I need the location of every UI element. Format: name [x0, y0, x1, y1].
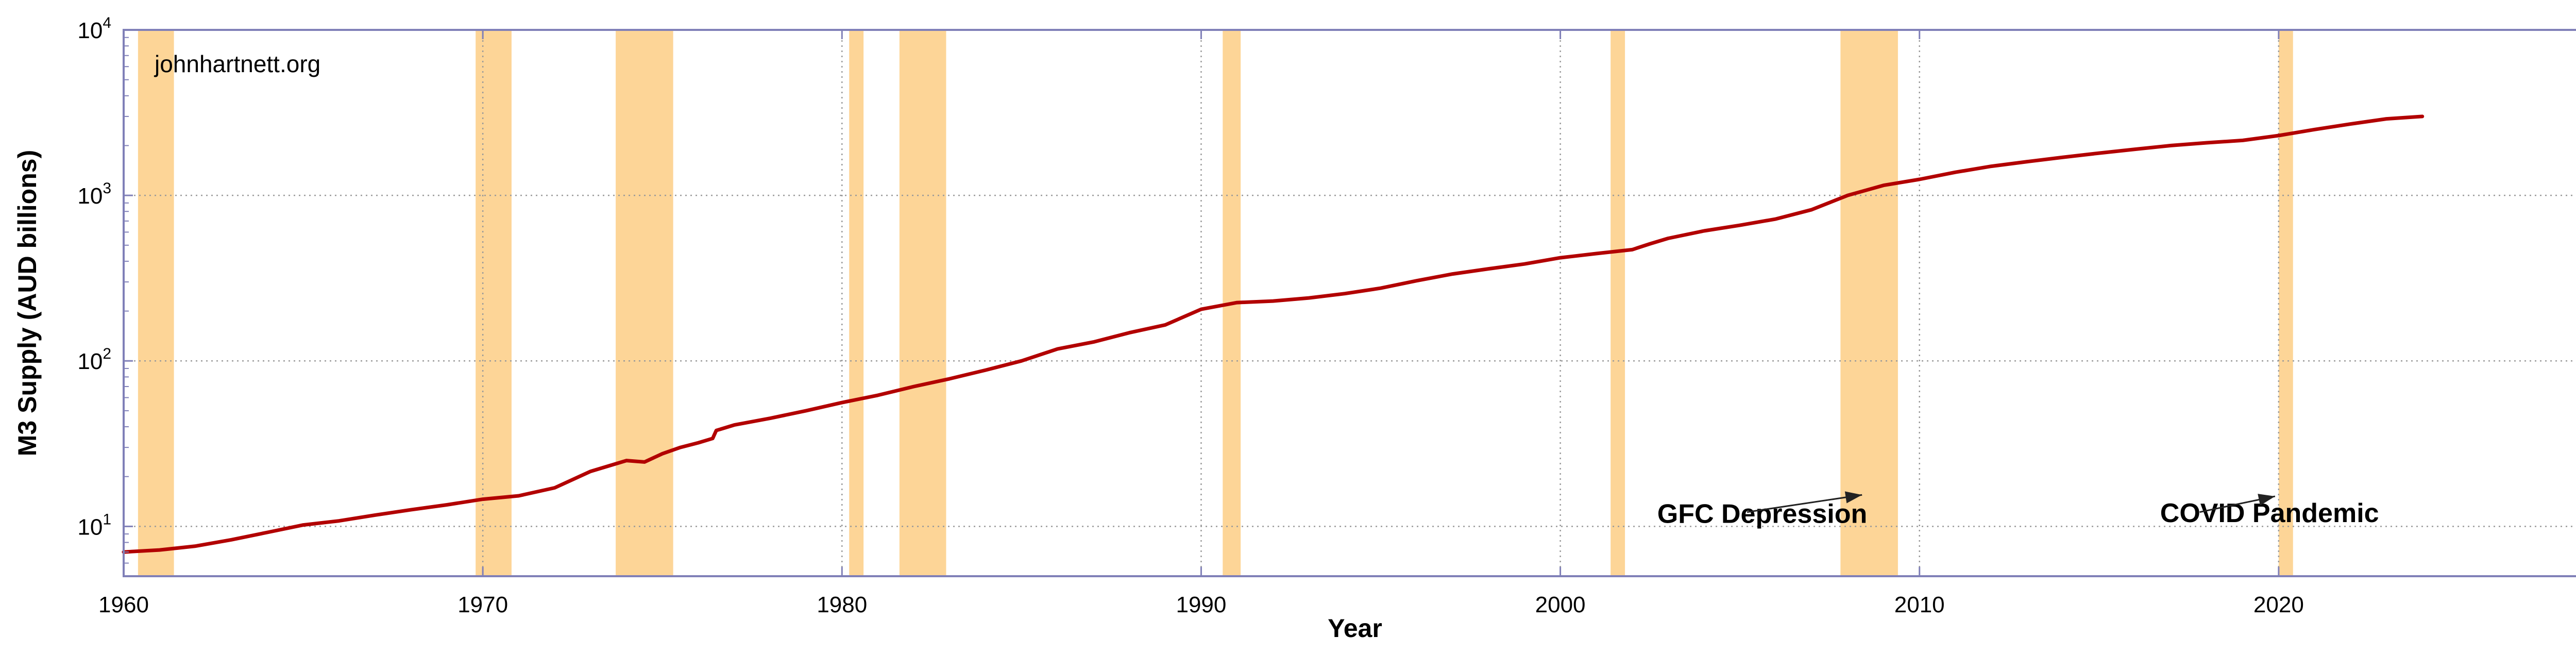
y-tick-label-100: 102: [77, 345, 111, 374]
x-tick-label-1970: 1970: [457, 592, 508, 617]
annotation-arrow-line-0: [1747, 494, 1862, 513]
m3-series-line: [122, 114, 2425, 554]
x-tick-label-1980: 1980: [817, 592, 867, 617]
shaded-period-2: [616, 30, 673, 576]
annotation-arrow-head-1: [2258, 494, 2275, 506]
y-axis-title: M3 Supply (AUD billions): [13, 150, 42, 456]
shaded-period-4: [899, 30, 946, 576]
x-tick-label-2000: 2000: [1535, 592, 1586, 617]
m3-series: [122, 114, 2425, 554]
shaded-period-6: [1611, 30, 1625, 576]
watermark-text: johnhartnett.org: [154, 51, 320, 77]
y-tick-label-1000: 103: [77, 180, 111, 209]
x-tick-label-1960: 1960: [98, 592, 149, 617]
shaded-period-0: [138, 30, 174, 576]
annotation-covid: COVID Pandemic: [2160, 498, 2379, 528]
axis-ticks: 1960197019801990200020102020203010110210…: [77, 14, 2304, 617]
x-tick-label-1990: 1990: [1176, 592, 1226, 617]
plot-frame: [123, 29, 2576, 577]
x-axis-title: Year: [1328, 614, 1382, 643]
shaded-period-7: [1840, 30, 1898, 576]
y-tick-label-10: 101: [77, 511, 111, 540]
x-tick-label-2020: 2020: [2253, 592, 2304, 617]
shaded-period-3: [849, 30, 864, 576]
x-tick-label-2010: 2010: [1894, 592, 1945, 617]
y-tick-label-10000: 104: [77, 14, 111, 43]
annotation-gfc: GFC Depression: [1657, 499, 1867, 529]
annotation-arrow-head-0: [1844, 491, 1862, 504]
shaded-period-8: [2278, 30, 2293, 576]
annotation-arrows: [1747, 491, 2276, 513]
gridlines: [124, 30, 2576, 576]
shaded-period-1: [476, 30, 512, 576]
